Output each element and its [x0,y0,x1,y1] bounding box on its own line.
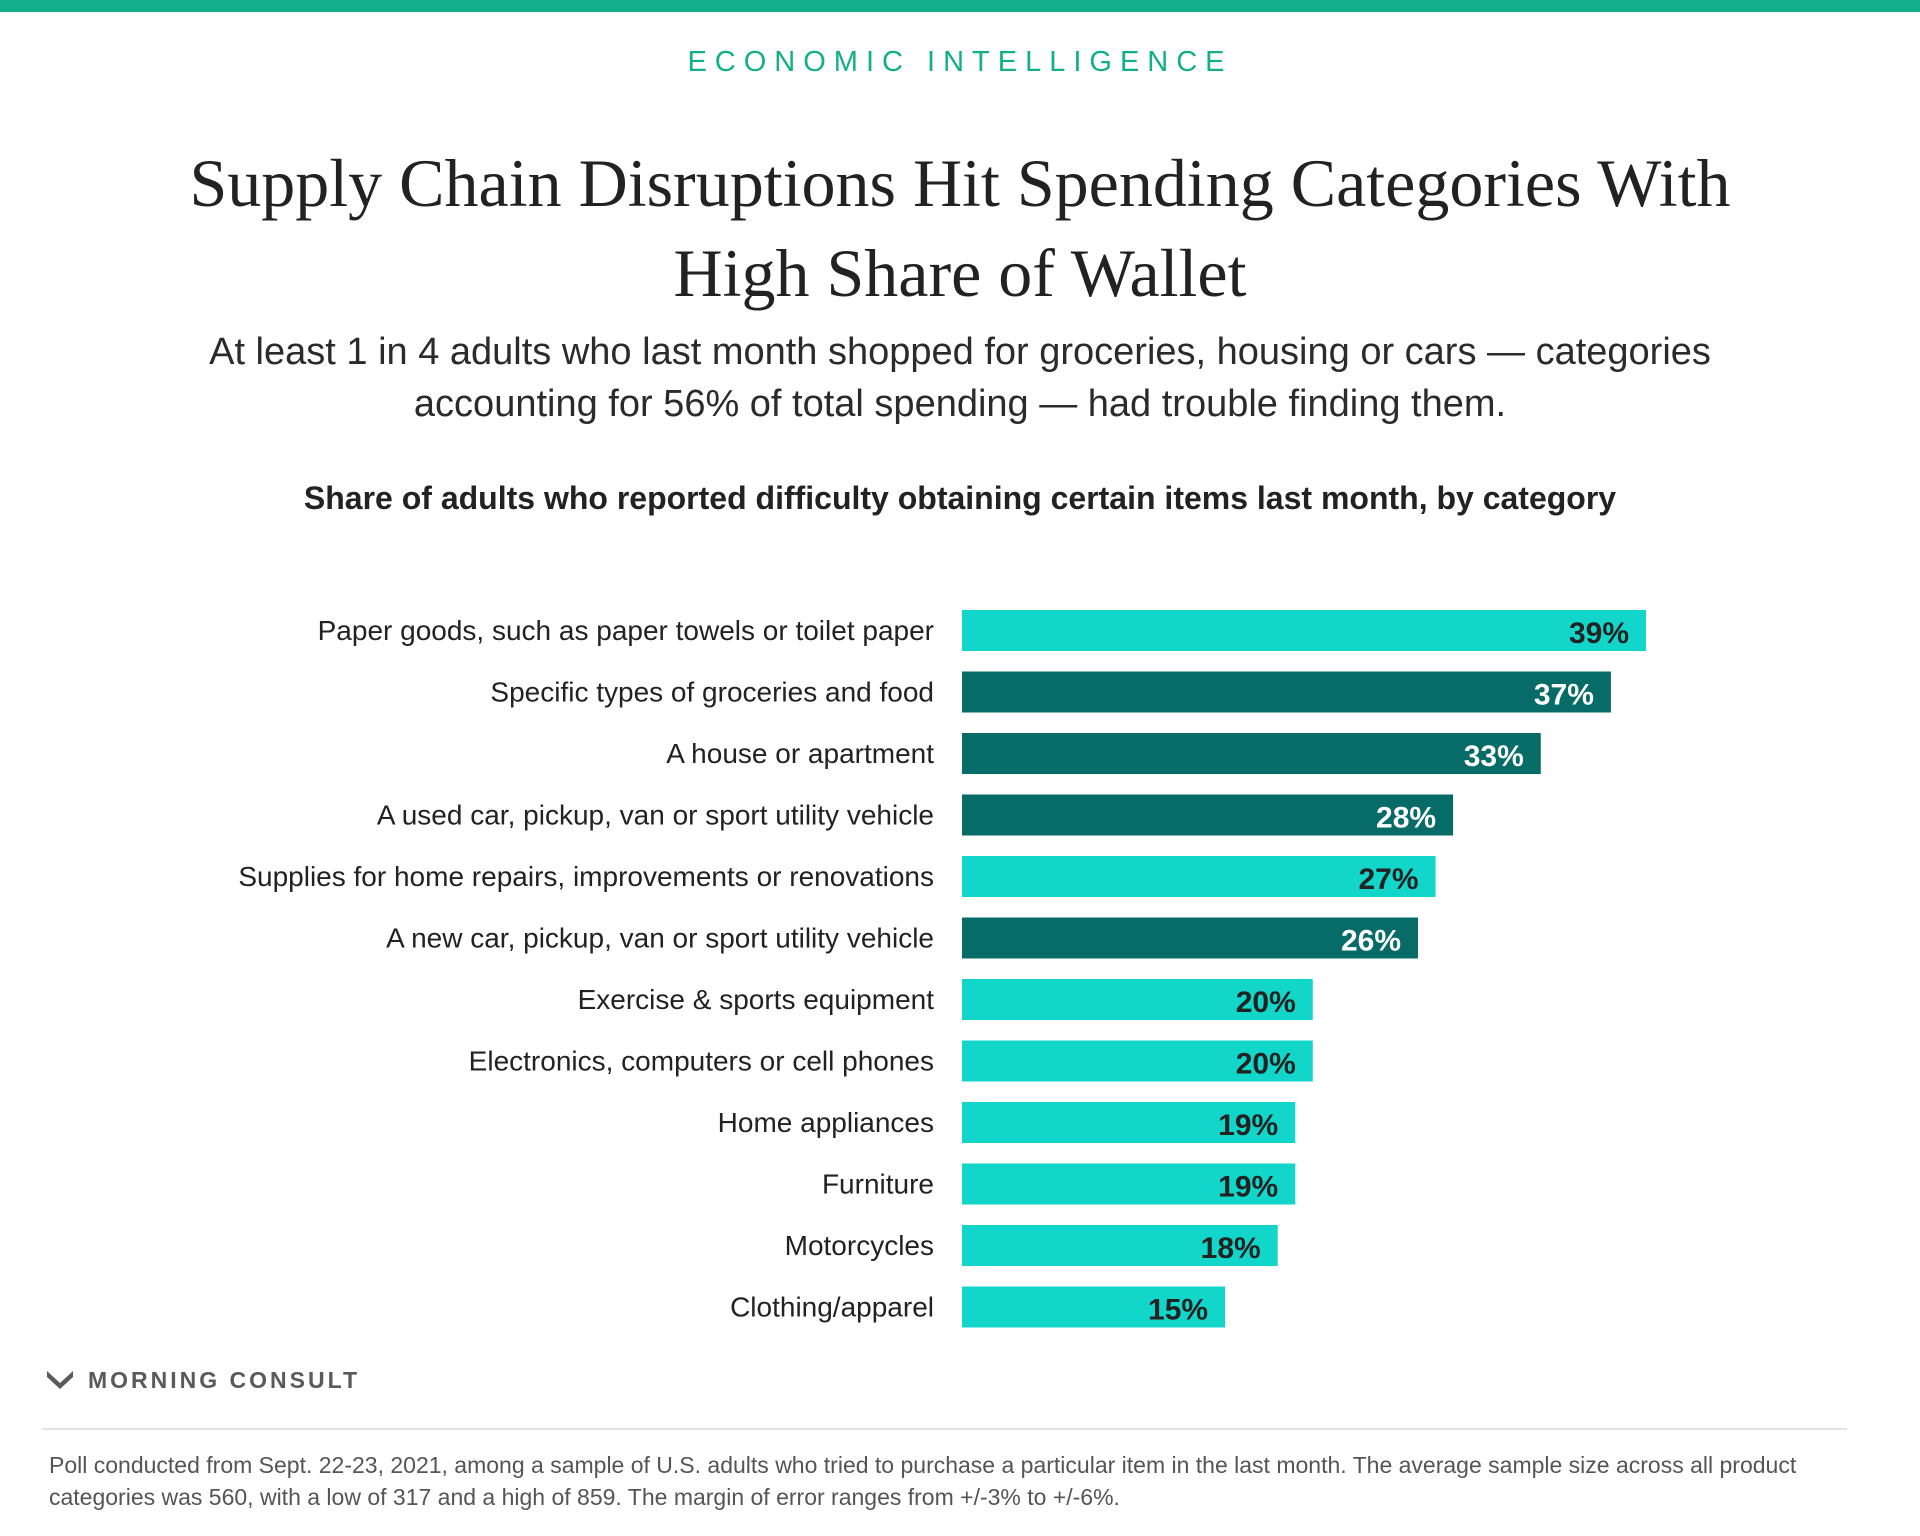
bar [962,610,1646,651]
bar-chart: Paper goods, such as paper towels or toi… [238,610,1646,1328]
value-label: 39% [1569,617,1629,650]
value-label: 20% [1236,1048,1296,1081]
methodology-note: Poll conducted from Sept. 22-23, 2021, a… [49,1452,1797,1510]
bar [962,979,1313,1020]
value-label: 15% [1148,1294,1208,1327]
bar [962,856,1436,897]
category-label: Paper goods, such as paper towels or toi… [318,615,934,646]
chart-title: Share of adults who reported difficulty … [303,480,1617,516]
bar [962,1163,1296,1205]
bar [962,1040,1313,1082]
bar [962,794,1454,836]
category-label: Clothing/apparel [730,1292,934,1323]
value-label: 33% [1464,740,1524,773]
bar [962,1225,1278,1266]
category-label: Supplies for home repairs, improvements … [238,861,934,892]
value-label: 19% [1218,1171,1278,1204]
category-label: Electronics, computers or cell phones [469,1046,934,1077]
value-label: 37% [1534,679,1594,712]
value-label: 26% [1341,925,1401,958]
page-title: Supply Chain Disruptions Hit Spending Ca… [189,145,1731,311]
bar [962,1102,1296,1143]
category-label: Home appliances [718,1107,934,1138]
category-label: Exercise & sports equipment [578,984,935,1015]
bar [962,671,1611,713]
value-label: 20% [1236,986,1296,1019]
category-label: A new car, pickup, van or sport utility … [386,923,934,954]
bar [962,1286,1226,1328]
category-label: Motorcycles [785,1230,934,1261]
value-label: 18% [1201,1232,1261,1265]
category-label: Specific types of groceries and food [490,677,934,708]
value-label: 19% [1218,1109,1278,1142]
page-subtitle: At least 1 in 4 adults who last month sh… [209,331,1711,425]
accent-top-bar [0,0,1920,12]
section-kicker: ECONOMIC INTELLIGENCE [687,46,1233,78]
bar [962,917,1418,959]
bar [962,733,1541,774]
value-label: 28% [1376,802,1436,835]
category-label: Furniture [822,1169,934,1200]
category-label: A house or apartment [666,738,934,769]
brand-name: MORNING CONSULT [88,1366,361,1393]
footer-divider [42,1428,1847,1430]
brand-logo: MORNING CONSULT [46,1364,360,1396]
morning-consult-logo-icon [47,1371,73,1389]
category-label: A used car, pickup, van or sport utility… [377,800,934,831]
value-label: 27% [1358,863,1418,896]
